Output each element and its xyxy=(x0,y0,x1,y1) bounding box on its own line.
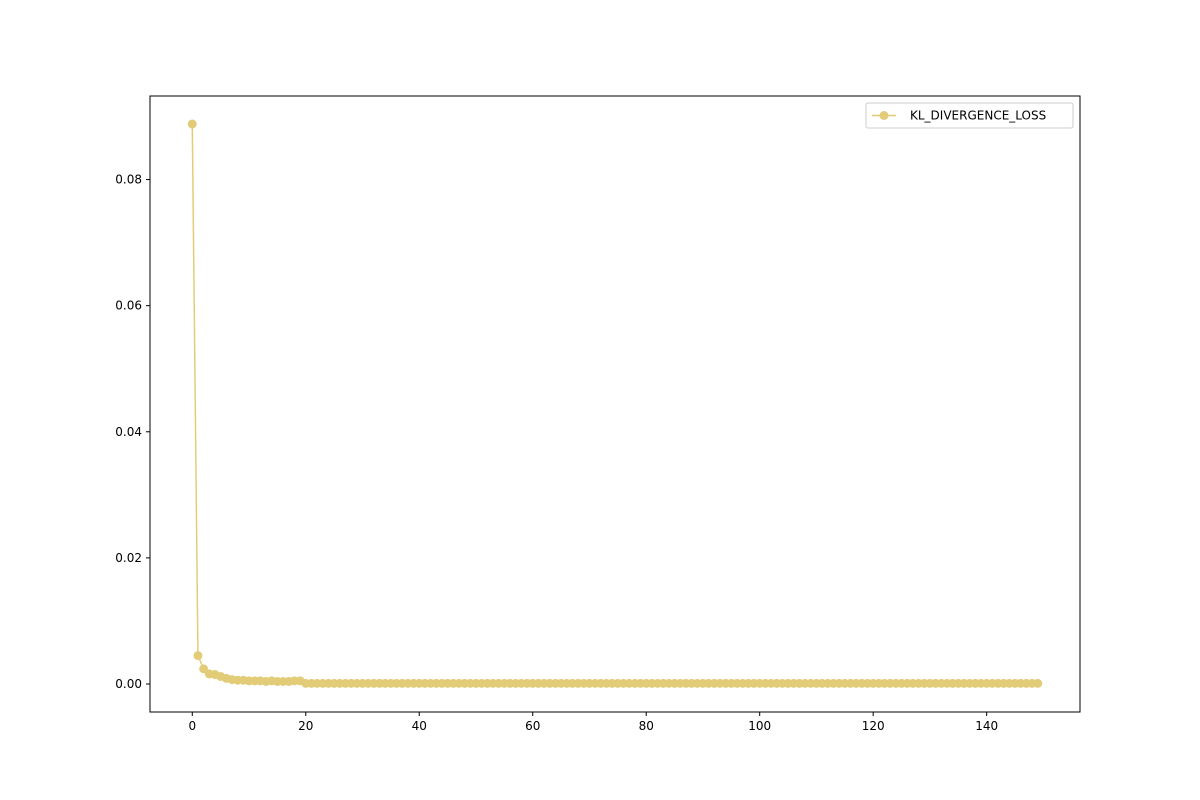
y-tick-label: 0.08 xyxy=(115,173,142,187)
y-tick-label: 0.04 xyxy=(115,425,142,439)
x-tick-label: 80 xyxy=(639,719,654,733)
series-layer xyxy=(187,119,1043,688)
x-tick-label: 60 xyxy=(525,719,540,733)
x-tick-label: 20 xyxy=(298,719,313,733)
data-point xyxy=(187,119,197,129)
legend-box xyxy=(865,102,1074,129)
data-point xyxy=(193,651,203,661)
plot-area-background xyxy=(150,96,1080,712)
legend: KL_DIVERGENCE_LOSS xyxy=(865,102,1074,129)
x-axis-ticks: 0 20 40 60 80 100 120 140 xyxy=(188,712,998,733)
data-point xyxy=(1033,678,1043,688)
legend-label: KL_DIVERGENCE_LOSS xyxy=(910,109,1046,123)
y-tick-label: 0.02 xyxy=(115,551,142,565)
legend-marker-swatch xyxy=(879,111,889,120)
x-tick-label: 40 xyxy=(412,719,427,733)
y-tick-label: 0.06 xyxy=(115,299,142,313)
x-tick-label: 100 xyxy=(748,719,771,733)
x-tick-label: 140 xyxy=(975,719,998,733)
x-tick-label: 120 xyxy=(862,719,885,733)
x-tick-label: 0 xyxy=(188,719,196,733)
y-tick-label: 0.00 xyxy=(115,677,142,691)
y-axis-ticks: 0.00 0.02 0.04 0.06 0.08 xyxy=(115,173,150,691)
plot-frame xyxy=(149,95,1081,713)
